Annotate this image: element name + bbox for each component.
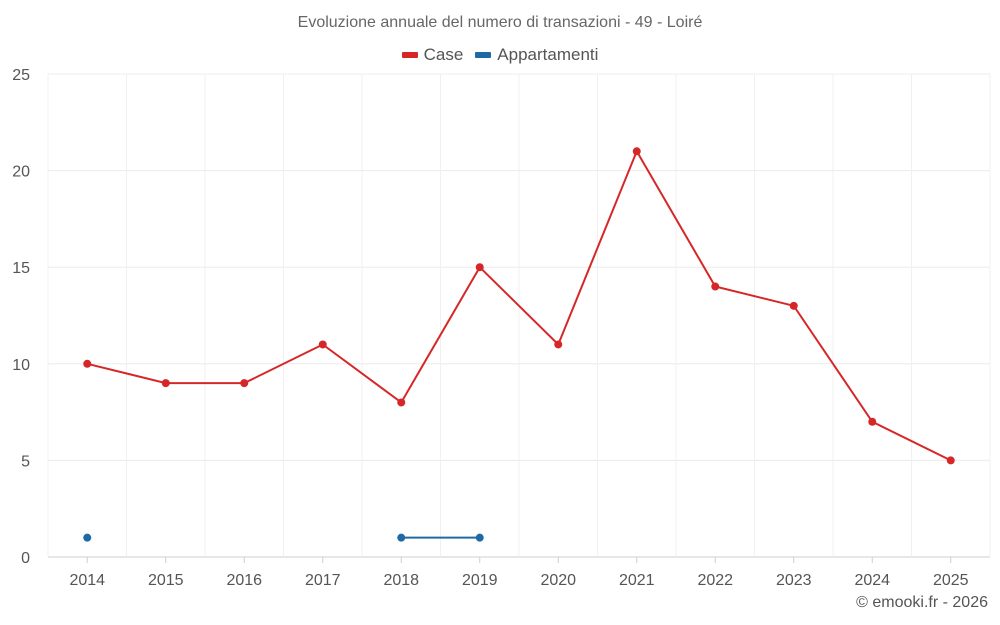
data-point-case bbox=[868, 417, 877, 426]
data-point-appartamenti bbox=[475, 533, 484, 542]
legend-label-case: Case bbox=[423, 45, 464, 64]
data-point-case bbox=[475, 263, 484, 272]
legend-swatch-appartamenti bbox=[475, 52, 492, 58]
chart-title: Evoluzione annuale del numero di transaz… bbox=[297, 14, 703, 31]
legend-item-case[interactable]: Case bbox=[401, 45, 464, 65]
data-point-case bbox=[161, 379, 170, 388]
y-tick-label: 20 bbox=[12, 164, 30, 181]
x-tick-label: 2016 bbox=[226, 572, 262, 589]
data-point-case bbox=[789, 301, 798, 310]
x-tick-label: 2023 bbox=[776, 572, 812, 589]
y-tick-label: 15 bbox=[12, 260, 30, 277]
data-point-appartamenti bbox=[83, 533, 92, 542]
y-tick-label: 5 bbox=[21, 453, 30, 470]
x-tick-label: 2018 bbox=[383, 572, 419, 589]
y-tick-label: 10 bbox=[12, 357, 30, 374]
x-tick-label: 2014 bbox=[69, 572, 105, 589]
data-point-case bbox=[711, 282, 720, 291]
legend-swatch-case bbox=[401, 52, 418, 58]
data-point-case bbox=[240, 379, 249, 388]
x-tick-label: 2024 bbox=[854, 572, 890, 589]
data-point-case bbox=[632, 147, 641, 156]
y-tick-label: 0 bbox=[21, 550, 30, 567]
x-tick-label: 2021 bbox=[619, 572, 655, 589]
x-tick-label: 2025 bbox=[933, 572, 969, 589]
data-point-case bbox=[946, 456, 955, 465]
legend: Case Appartamenti bbox=[0, 45, 1000, 65]
x-tick-label: 2019 bbox=[462, 572, 498, 589]
legend-item-appartamenti[interactable]: Appartamenti bbox=[475, 45, 598, 65]
data-point-case bbox=[83, 359, 92, 368]
series-line-case bbox=[87, 149, 952, 462]
data-point-case bbox=[554, 340, 563, 349]
x-tick-label: 2020 bbox=[540, 572, 576, 589]
x-tick-label: 2022 bbox=[697, 572, 733, 589]
data-point-case bbox=[318, 340, 327, 349]
legend-label-appartamenti: Appartamenti bbox=[497, 45, 599, 64]
y-tick-label: 25 bbox=[12, 67, 30, 84]
data-point-appartamenti bbox=[397, 533, 406, 542]
data-point-case bbox=[397, 398, 406, 407]
x-tick-label: 2017 bbox=[305, 572, 341, 589]
credit-text: © emooki.fr - 2026 bbox=[856, 594, 988, 611]
x-tick-label: 2015 bbox=[148, 572, 184, 589]
